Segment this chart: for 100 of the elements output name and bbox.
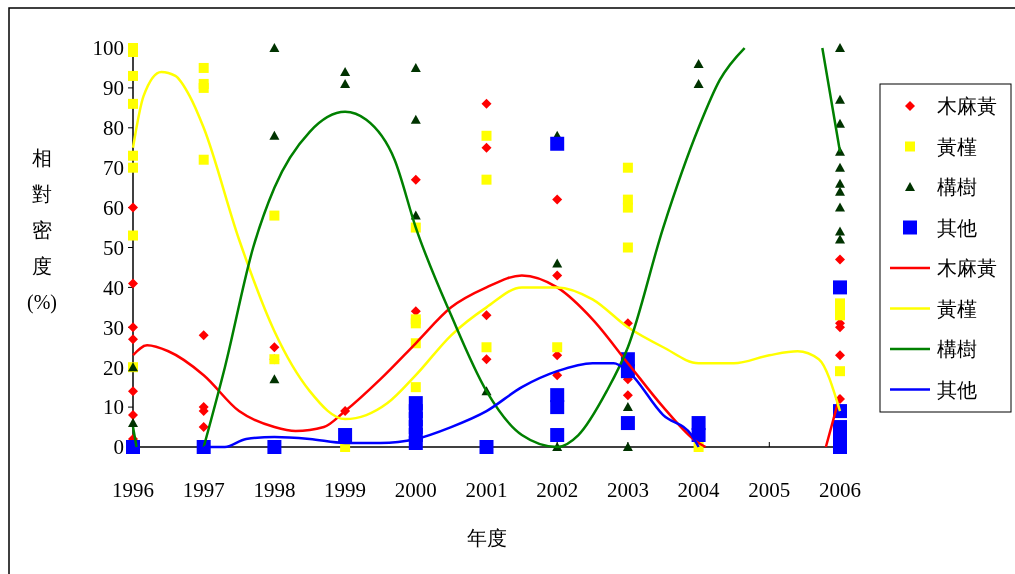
point: [128, 418, 138, 428]
point: [550, 136, 565, 151]
point: [481, 174, 492, 185]
x-tick-label: 2004: [677, 478, 721, 502]
point: [552, 270, 563, 281]
x-tick-label: 2000: [394, 478, 437, 502]
point: [835, 234, 845, 244]
y-tick-label: 20: [103, 355, 124, 380]
point: [198, 154, 209, 165]
point: [835, 178, 845, 188]
point: [550, 400, 565, 415]
point: [128, 386, 138, 397]
x-tick-label: 2005: [748, 478, 791, 502]
point: [269, 210, 280, 221]
y-tick-label: 90: [103, 76, 124, 101]
point: [410, 318, 421, 329]
point: [340, 66, 351, 76]
point: [835, 226, 845, 236]
point: [269, 130, 280, 140]
x-axis-title: 年度: [466, 527, 507, 549]
x-tick-label: 2002: [536, 478, 579, 502]
point: [338, 428, 353, 443]
x-tick-label: 1998: [253, 478, 296, 502]
point: [128, 410, 138, 421]
legend-label: 木麻黃: [937, 257, 997, 279]
point: [198, 62, 209, 73]
y-tick-label: 60: [103, 195, 124, 220]
point: [835, 162, 845, 172]
point: [481, 130, 492, 141]
x-tick-label: 2003: [606, 478, 649, 502]
point: [552, 342, 563, 353]
point: [622, 390, 633, 401]
point: [622, 442, 633, 451]
y-tick-label: 0: [113, 435, 124, 460]
point: [128, 322, 138, 333]
point: [693, 58, 704, 68]
legend-label: 構樹: [937, 176, 977, 198]
point: [550, 428, 565, 443]
point: [410, 174, 421, 185]
point: [410, 62, 421, 72]
point: [410, 382, 421, 393]
point: [198, 422, 209, 433]
point: [552, 258, 563, 268]
point: [198, 82, 209, 93]
y-tick-label: 10: [103, 395, 124, 420]
x-tick-label: 1997: [182, 478, 225, 502]
point: [128, 334, 138, 345]
point: [481, 354, 492, 365]
x-tick-label: 1996: [112, 478, 154, 502]
point: [835, 366, 845, 377]
point: [481, 142, 492, 153]
point: [128, 278, 138, 289]
x-tick-label: 2001: [465, 478, 508, 502]
y-tick-label: 80: [103, 116, 124, 141]
point: [481, 342, 492, 353]
y-tick-label: 100: [92, 36, 124, 61]
point: [622, 402, 633, 412]
point: [479, 440, 494, 454]
legend-label: 構樹: [937, 338, 977, 360]
point: [410, 114, 421, 124]
point: [835, 186, 845, 196]
y-tick-label: 40: [103, 275, 124, 300]
point: [835, 118, 845, 128]
point: [620, 416, 635, 431]
point: [835, 202, 845, 212]
point: [269, 43, 280, 52]
y-tick-label: 30: [103, 315, 124, 340]
point: [835, 43, 845, 52]
point: [128, 230, 138, 241]
point: [622, 162, 633, 173]
legend-label: 木麻黃: [937, 95, 997, 117]
point: [552, 194, 563, 205]
y-tick-label: 70: [103, 156, 124, 181]
legend-label: 黃槿: [937, 135, 977, 158]
point: [269, 374, 280, 384]
point: [693, 78, 704, 88]
point: [481, 98, 492, 109]
point: [128, 150, 138, 161]
x-tick-label: 2006: [819, 478, 861, 502]
y-axis-title: 相對密度(%): [27, 147, 57, 314]
point: [835, 254, 845, 265]
y-tick-label: 50: [103, 235, 124, 260]
point: [622, 242, 633, 253]
point: [622, 202, 633, 213]
legend-label: 其他: [937, 378, 977, 401]
point: [835, 94, 845, 104]
point: [833, 280, 847, 295]
point: [481, 310, 492, 321]
point: [267, 440, 282, 454]
point: [340, 78, 351, 88]
point: [198, 330, 209, 341]
point: [128, 98, 138, 109]
point: [835, 350, 845, 361]
x-tick-label: 1999: [324, 478, 367, 502]
point: [126, 440, 140, 454]
legend-label: 黃槿: [937, 297, 977, 320]
legend-label: 其他: [937, 216, 977, 239]
point: [128, 70, 138, 81]
point: [128, 162, 138, 173]
point: [269, 342, 280, 353]
